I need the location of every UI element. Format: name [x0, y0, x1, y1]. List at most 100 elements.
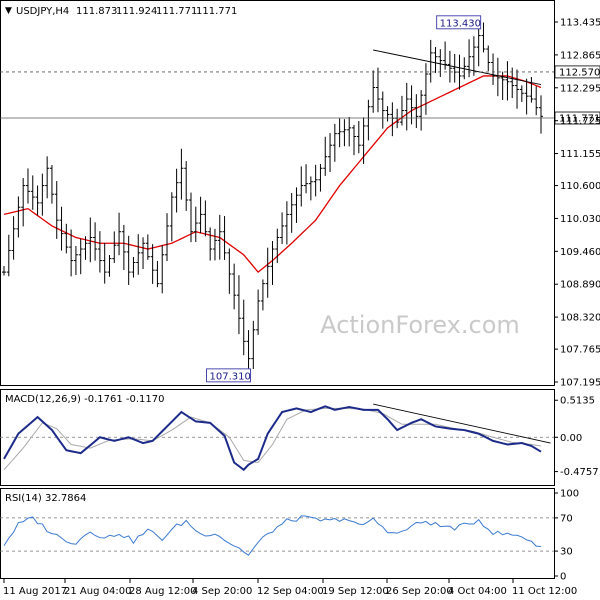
- price-bar: [256, 289, 261, 335]
- price-bar: [539, 95, 543, 134]
- price-bar: [112, 231, 117, 263]
- price-annotation-box: [436, 15, 482, 30]
- price-bar: [404, 82, 409, 131]
- x-tick-label: 19 Sep 12:00: [322, 586, 389, 597]
- price-bar: [155, 260, 160, 288]
- price-bar: [184, 161, 189, 211]
- price-bar: [265, 247, 270, 298]
- rsi-y-tick-label: 100: [560, 489, 579, 500]
- price-bar: [30, 175, 35, 210]
- price-bar: [174, 168, 179, 213]
- price-bar: [11, 216, 16, 260]
- price-annotation-box: [206, 368, 251, 383]
- price-bar: [203, 200, 208, 237]
- price-bar: [165, 213, 170, 262]
- watermark: ActionForex.com: [320, 311, 520, 339]
- header-symbol: USDJPY,H4: [16, 6, 69, 17]
- rsi-y-tick-label: 70: [560, 513, 573, 524]
- price-y-tick-label: 112.865: [560, 50, 600, 61]
- price-bar: [102, 242, 107, 284]
- rsi-label: RSI(14) 32.7864: [5, 493, 86, 504]
- price-bar: [169, 192, 174, 242]
- price-bar: [524, 78, 529, 115]
- price-bar: [304, 164, 309, 194]
- price-bar: [121, 224, 126, 270]
- rsi-y-axis: 100 70 30 0: [554, 489, 579, 583]
- price-bar: [366, 99, 371, 141]
- price-header: ▼ USDJPY,H4 111.873 111.924 111.771 111.…: [5, 6, 237, 17]
- price-bar: [486, 45, 491, 72]
- price-bar: [462, 57, 467, 80]
- price-bar: [299, 166, 304, 207]
- price-bar: [347, 116, 352, 147]
- price-y-tick-label: 112.295: [560, 83, 600, 94]
- price-level-lines: 112.570 111.771: [0, 65, 600, 125]
- macd-panel: MACD(12,26,9) -0.1761 -0.1170 0.5135 0.00…: [0, 389, 599, 486]
- rsi-panel-frame: [0, 488, 555, 579]
- price-bar: [505, 61, 510, 101]
- price-bar: [88, 217, 93, 263]
- macd-y-tick-label: -0.4757: [560, 467, 599, 478]
- price-bar: [179, 148, 184, 200]
- price-bar: [49, 165, 54, 204]
- x-tick-label: 12 Sep 04:00: [257, 586, 324, 597]
- price-bar: [337, 118, 342, 148]
- price-level-box: [554, 111, 600, 125]
- price-y-tick-label: 108.320: [560, 313, 600, 324]
- price-bar: [64, 223, 69, 254]
- price-bar: [217, 214, 222, 260]
- price-bar: [443, 41, 448, 70]
- price-bar: [208, 227, 213, 261]
- price-bar: [328, 133, 333, 173]
- x-tick-label: 11 Oct 12:00: [512, 586, 577, 597]
- price-y-tick-label: 111.725: [560, 116, 600, 127]
- price-bar: [515, 69, 520, 109]
- price-bar: [117, 212, 122, 256]
- price-level-label: 111.771: [559, 114, 600, 125]
- price-bar: [198, 196, 203, 234]
- price-bar: [2, 266, 6, 276]
- price-bar: [356, 121, 361, 154]
- price-bar: [260, 279, 265, 311]
- price-bar: [241, 299, 246, 356]
- price-bar: [471, 36, 476, 76]
- price-bar: [419, 90, 424, 131]
- price-bar: [40, 173, 45, 216]
- price-y-tick-label: 107.765: [560, 345, 600, 356]
- price-bar: [447, 50, 452, 83]
- price-bar: [136, 234, 141, 275]
- header-triangle: ▼: [5, 6, 12, 16]
- price-bar: [160, 244, 165, 294]
- price-bar: [69, 229, 74, 277]
- x-tick-label: 26 Sep 20:00: [386, 586, 453, 597]
- price-bar: [395, 108, 400, 129]
- price-bar: [375, 67, 380, 113]
- price-bar: [35, 185, 40, 216]
- price-y-tick-label: 110.030: [560, 214, 600, 225]
- rsi-y-tick-label: 30: [560, 547, 573, 558]
- price-bar: [428, 39, 433, 83]
- price-bar: [16, 196, 21, 238]
- price-bar: [323, 136, 328, 176]
- price-bar: [59, 206, 64, 251]
- price-panel-frame: [0, 0, 555, 386]
- price-bar: [246, 330, 251, 369]
- price-annotation-label: 113.430: [440, 18, 481, 29]
- price-bar: [54, 181, 59, 239]
- price-bar: [371, 70, 376, 113]
- price-bar: [188, 192, 193, 243]
- price-y-tick-label: 111.155: [560, 149, 600, 160]
- price-bar: [141, 237, 146, 270]
- price-panel: ActionForex.com 112.570 111.771 113.430 10…: [0, 0, 600, 389]
- price-trendline: [373, 49, 542, 86]
- header-close: 111.771: [196, 6, 237, 17]
- price-bar: [227, 248, 232, 294]
- price-bar: [270, 241, 275, 285]
- price-bar: [467, 39, 472, 78]
- price-bar: [491, 53, 496, 85]
- price-bar: [93, 222, 98, 261]
- price-bar: [222, 216, 227, 260]
- macd-y-tick-label: 0.00: [560, 433, 582, 444]
- price-bar: [313, 164, 318, 197]
- rsi-line: [3, 515, 542, 556]
